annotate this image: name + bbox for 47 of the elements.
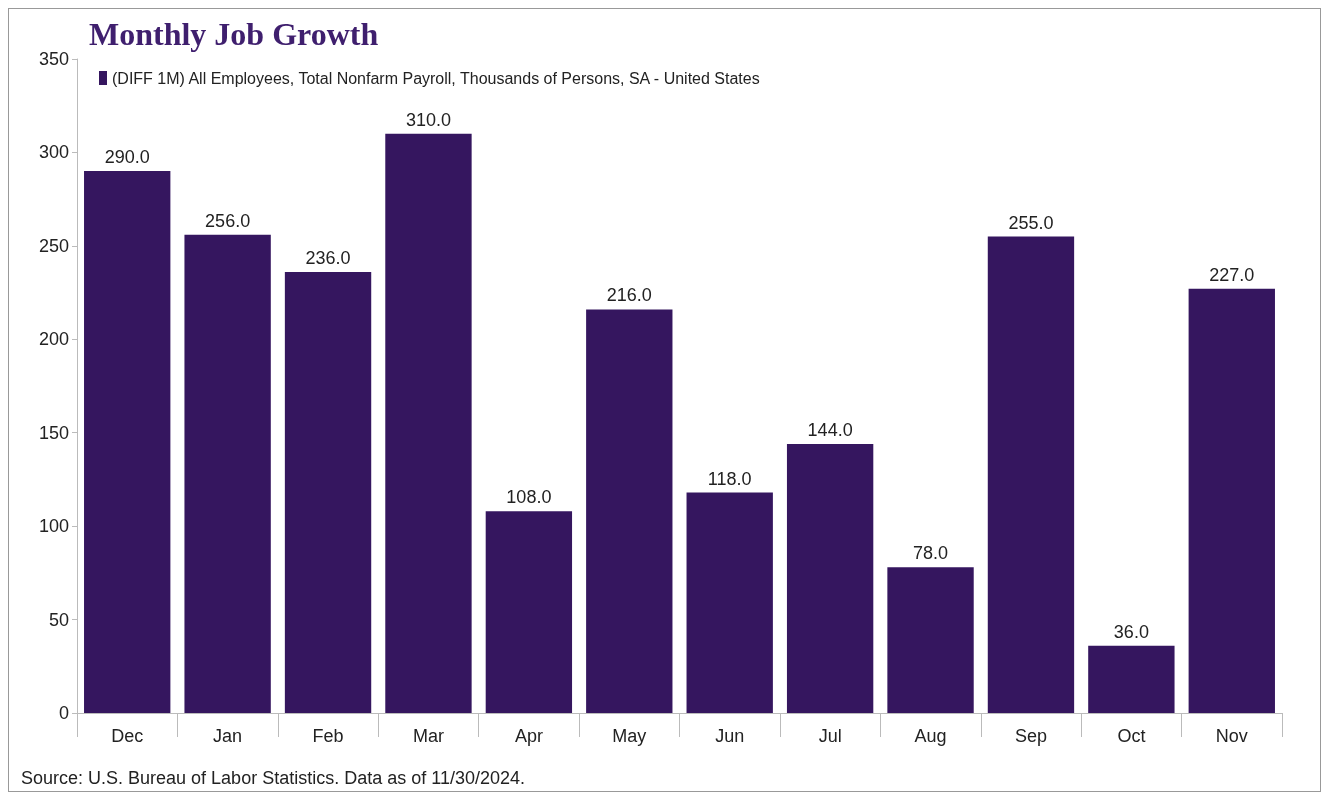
x-tick-label: Sep xyxy=(1014,726,1047,746)
x-tick-label: Jul xyxy=(818,726,842,746)
chart-title: Monthly Job Growth xyxy=(89,16,379,52)
x-tick-label: Mar xyxy=(412,726,444,746)
bar xyxy=(887,567,974,713)
data-label: 216.0 xyxy=(606,285,652,306)
y-tick-label: 100 xyxy=(38,516,69,537)
legend-label: (DIFF 1M) All Employees, Total Nonfarm Payroll, Thousands of Persons, SA - United States xyxy=(112,69,760,87)
x-tick-label: Apr xyxy=(514,726,543,746)
data-label: 236.0 xyxy=(305,248,351,269)
data-label: 310.0 xyxy=(405,109,451,130)
bar xyxy=(1088,645,1175,713)
y-tick-label: 0 xyxy=(58,703,69,723)
bar xyxy=(385,133,472,713)
y-tick-label: 50 xyxy=(48,609,69,630)
data-label: 78.0 xyxy=(913,543,949,564)
x-tick-label: Dec xyxy=(111,726,144,746)
x-tick-label: Aug xyxy=(914,726,947,746)
y-tick-label: 350 xyxy=(38,49,69,69)
y-tick-label: 200 xyxy=(38,329,69,350)
source-note: Source: U.S. Bureau of Labor Statistics. Data as of 11/30/2024. xyxy=(21,768,525,788)
data-label: 36.0 xyxy=(1113,621,1149,642)
x-tick-label: Feb xyxy=(312,726,344,746)
data-label: 118.0 xyxy=(707,468,752,489)
y-tick-label: 300 xyxy=(38,142,69,163)
data-label: 290.0 xyxy=(104,147,150,168)
data-label: 255.0 xyxy=(1008,212,1054,233)
y-tick-label: 250 xyxy=(38,235,69,256)
bar xyxy=(184,234,271,713)
data-label: 108.0 xyxy=(506,487,552,508)
bar xyxy=(284,272,372,713)
data-label: 227.0 xyxy=(1209,264,1255,285)
bar xyxy=(987,236,1075,713)
x-tick-label: Jun xyxy=(715,726,745,746)
bar xyxy=(786,443,874,713)
bar xyxy=(586,309,673,713)
x-tick-label: May xyxy=(612,726,647,746)
bar xyxy=(485,511,573,713)
data-label: 256.0 xyxy=(205,210,251,231)
y-tick-label: 150 xyxy=(38,422,69,443)
bar xyxy=(84,171,171,713)
data-label: 144.0 xyxy=(807,419,853,440)
x-tick-label: Oct xyxy=(1117,726,1146,746)
x-tick-label: Nov xyxy=(1215,726,1248,746)
x-tick-label: Jan xyxy=(213,726,243,746)
bar xyxy=(1188,288,1275,713)
bar xyxy=(686,492,773,713)
